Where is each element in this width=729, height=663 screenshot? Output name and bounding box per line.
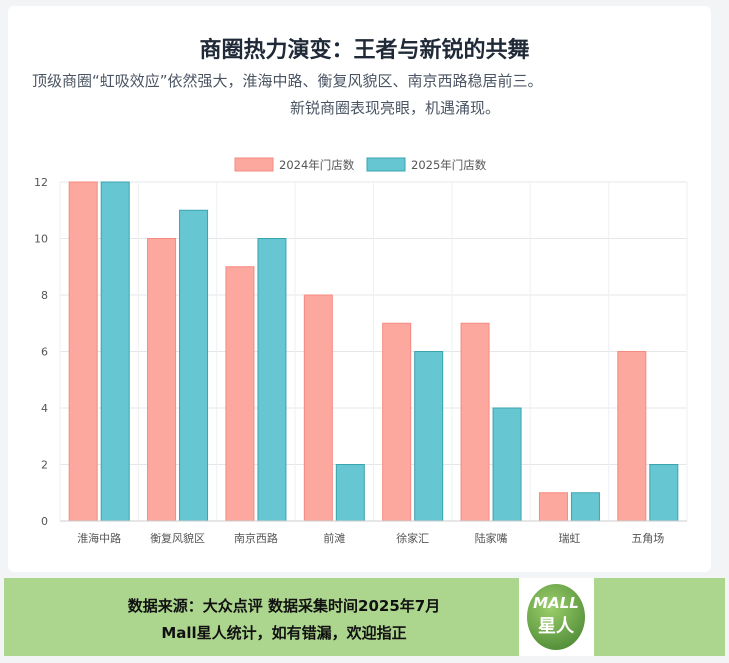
y-tick-label: 4	[41, 402, 48, 415]
footer-banner: 数据来源：大众点评 数据采集时间2025年7月 Mall星人统计，如有错漏，欢迎…	[4, 578, 725, 656]
bar-2024	[303, 294, 333, 522]
x-tick-label: 淮海中路	[77, 531, 121, 545]
bar-2024	[147, 238, 177, 522]
bar-2024	[460, 322, 490, 522]
bar-2025	[414, 351, 444, 522]
subtitle-line-2: 新锐商圈表现亮眼，机遇涌现。	[289, 99, 500, 117]
page-title: 商圈热力演变：王者与新锐的共舞	[199, 38, 530, 63]
legend-swatch	[366, 157, 406, 172]
bar-2025	[570, 492, 600, 522]
y-tick-label: 6	[41, 346, 48, 359]
footer-source: 数据来源：大众点评 数据采集时间2025年7月	[127, 597, 441, 615]
legend-label: 2025年门店数	[411, 158, 487, 172]
bar-2024	[382, 322, 412, 522]
x-tick-label: 瑞虹	[558, 531, 580, 545]
x-tick-label: 陆家嘴	[475, 531, 508, 545]
bar-2025	[100, 181, 130, 522]
bar-2025	[335, 464, 365, 522]
x-tick-label: 徐家汇	[396, 531, 429, 545]
bar-2025	[179, 209, 209, 522]
bar-2024	[68, 181, 98, 522]
bar-2024	[225, 266, 255, 522]
footer-note: Mall星人统计，如有错漏，欢迎指正	[161, 624, 407, 642]
bar-2024	[617, 351, 647, 522]
bar-2025	[492, 407, 522, 522]
y-tick-label: 0	[41, 515, 48, 528]
bar-2024	[538, 492, 568, 522]
y-tick-label: 8	[41, 289, 48, 302]
y-tick-label: 2	[41, 459, 48, 472]
subtitle-line-1: 顶级商圈“虹吸效应”依然强大，淮海中路、衡复风貌区、南京西路稳居前三。	[32, 72, 543, 90]
x-tick-label: 前滩	[323, 531, 345, 545]
x-tick-label: 五角场	[631, 531, 664, 545]
bar-2025	[257, 238, 287, 522]
legend-swatch	[234, 157, 274, 172]
x-tick-label: 南京西路	[234, 531, 278, 545]
x-tick-label: 衡复风貌区	[150, 531, 205, 545]
bar-chart: 0 2 4 6 8 10 12 淮海中路 衡复风貌区 南京西路 前滩 徐家汇 陆家嘴 瑞虹 五角场 2024年…	[34, 157, 688, 545]
bar-2025	[649, 464, 679, 522]
y-tick-label: 12	[34, 176, 48, 189]
y-tick-label: 10	[34, 233, 48, 246]
mall-logo: MALL 星人	[519, 578, 594, 656]
legend-label: 2024年门店数	[279, 158, 355, 172]
